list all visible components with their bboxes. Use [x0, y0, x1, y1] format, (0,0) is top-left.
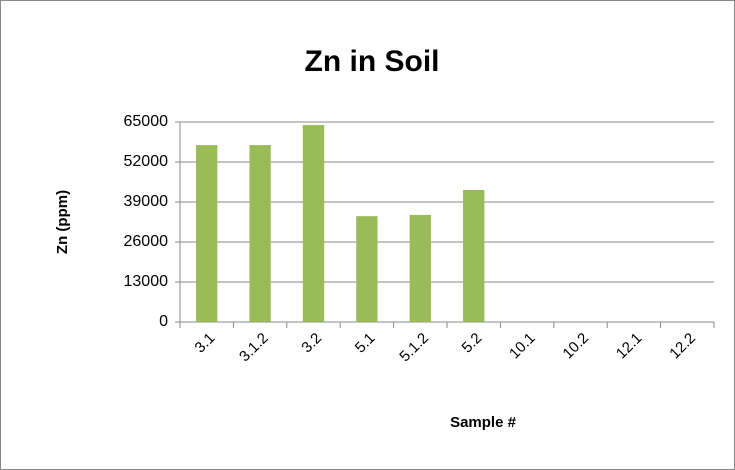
bar: [249, 145, 271, 322]
y-tick-label: 65000: [124, 113, 169, 130]
bar: [463, 190, 485, 322]
y-tick-label: 0: [159, 313, 168, 330]
bar: [356, 216, 378, 322]
bar: [196, 145, 218, 322]
bar: [302, 125, 325, 322]
y-axis-label: Zn (ppm): [54, 190, 71, 254]
y-tick-label: 39000: [124, 193, 169, 210]
chart-title: Zn in Soil: [305, 45, 440, 78]
bar: [409, 214, 431, 322]
y-tick-label: 13000: [124, 273, 169, 290]
y-tick-label: 26000: [124, 233, 169, 250]
x-axis-label: Sample #: [450, 414, 517, 431]
y-tick-label: 52000: [124, 153, 169, 170]
